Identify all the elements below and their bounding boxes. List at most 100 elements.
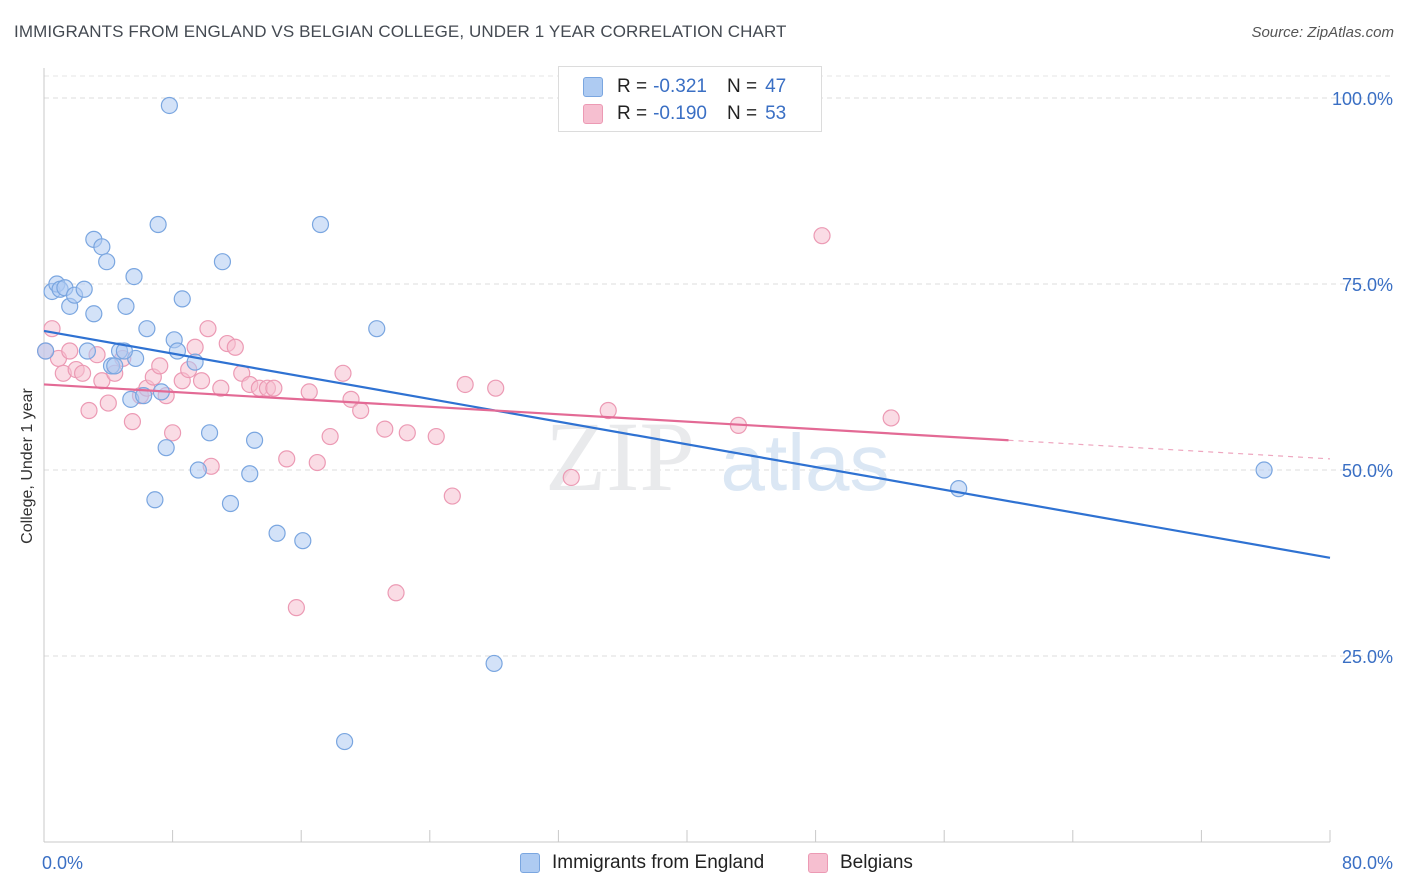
watermark: ZIP atlas (545, 401, 889, 512)
belgians-point (300, 383, 318, 401)
england-legend-swatch (520, 853, 540, 873)
legend-r-label: R = (617, 76, 648, 97)
source-label: Source: ZipAtlas.com (1251, 24, 1394, 41)
x-tick-label-max: 80.0% (1342, 853, 1393, 873)
correlation-legend: R = -0.321 N = 47 R = -0.190 N = 53 (558, 66, 822, 132)
belgians-point (212, 379, 230, 397)
belgians-legend-swatch (808, 853, 828, 873)
england-point (106, 357, 124, 375)
belgians-point (308, 453, 326, 472)
england-point (157, 439, 175, 457)
legend-r-label: R = (617, 103, 648, 124)
england-point (115, 342, 133, 360)
belgians-point (334, 364, 352, 382)
belgians-point (352, 401, 370, 420)
belgians-trend-line (43, 383, 1009, 442)
england-point (213, 253, 232, 271)
england-point (135, 387, 153, 405)
axis-layer (43, 68, 1331, 843)
y-tick-label: 75.0% (1342, 275, 1393, 295)
belgians-point (278, 450, 296, 468)
belgians-point (151, 357, 169, 375)
belgians-point (199, 320, 217, 338)
england-points (37, 89, 1273, 751)
legend-item-england: Immigrants from England (520, 852, 764, 874)
england-point (168, 342, 187, 360)
england-point (85, 305, 103, 323)
england-point (125, 267, 143, 286)
belgians-point (80, 401, 98, 420)
england-point (37, 342, 55, 360)
x-tick-label-min: 0.0% (42, 853, 83, 873)
england-swatch (583, 77, 603, 97)
y-tick-label: 50.0% (1342, 461, 1393, 481)
y-tick-label: 25.0% (1342, 647, 1393, 667)
legend-r-value-england: -0.321 (653, 76, 707, 97)
england-point (200, 424, 219, 442)
belgians-point (287, 599, 305, 617)
england-point (241, 465, 259, 483)
england-point (149, 215, 167, 234)
legend-n-label: N = (726, 76, 758, 97)
belgians-point (265, 379, 283, 397)
belgians-point (398, 424, 416, 442)
belgians-point (321, 427, 339, 446)
england-point (311, 215, 330, 234)
tick-labels: 25.0% 50.0% 75.0% 100.0% 0.0% 80.0% (42, 89, 1393, 873)
belgians-point (226, 338, 244, 356)
belgians-swatch (583, 104, 603, 124)
belgians-point (599, 401, 617, 420)
england-point (173, 290, 191, 308)
series-legend: Immigrants from England Belgians (0, 852, 1406, 878)
belgians-point (99, 394, 117, 412)
england-point (294, 532, 312, 550)
belgians-point (192, 372, 211, 390)
legend-n-value-belgians: 53 (765, 103, 787, 124)
england-point (268, 524, 286, 542)
trend-layer (43, 329, 1331, 559)
belgians-point (443, 487, 461, 505)
belgians-point (61, 342, 79, 360)
england-point (78, 342, 97, 360)
belgians-trend-extension (1008, 439, 1331, 460)
england-point (1255, 461, 1273, 479)
england-point (160, 96, 178, 115)
england-point (485, 654, 503, 673)
legend-n-value-england: 47 (765, 76, 787, 97)
england-point (75, 280, 93, 298)
england-point (98, 253, 116, 271)
legend-row-england: R = -0.321 N = 47 (583, 73, 786, 101)
england-point (93, 238, 111, 256)
belgians-point (186, 338, 204, 356)
england-point (189, 461, 207, 479)
legend-row-belgians: R = -0.190 N = 53 (583, 100, 786, 128)
chart-title: IMMIGRANTS FROM ENGLAND VS BELGIAN COLLE… (14, 22, 787, 41)
belgians-point (456, 375, 474, 394)
y-tick-label: 100.0% (1332, 89, 1393, 109)
legend-n-label: N = (726, 103, 758, 124)
y-axis-label: College, Under 1 year (19, 388, 36, 544)
england-point (368, 320, 386, 338)
england-point (146, 491, 164, 509)
england-trend-line (43, 329, 1331, 559)
belgians-point (427, 427, 445, 446)
england-point (336, 732, 354, 751)
belgians-point (387, 584, 405, 602)
belgians-point (376, 420, 394, 438)
belgians-point (487, 379, 505, 397)
england-legend-label: Immigrants from England (552, 852, 765, 873)
belgians-point (562, 468, 580, 487)
belgians-point (813, 227, 831, 245)
watermark-zip: ZIP (545, 401, 695, 512)
england-point (245, 431, 264, 449)
england-point (117, 297, 135, 315)
belgians-legend-label: Belgians (840, 852, 913, 873)
england-point (138, 320, 156, 338)
belgians-point (164, 424, 182, 442)
legend-r-value-belgians: -0.190 (653, 103, 707, 124)
legend-item-belgians: Belgians (808, 852, 913, 874)
belgians-point (123, 413, 142, 431)
belgians-point (882, 409, 900, 427)
england-point (221, 494, 240, 513)
